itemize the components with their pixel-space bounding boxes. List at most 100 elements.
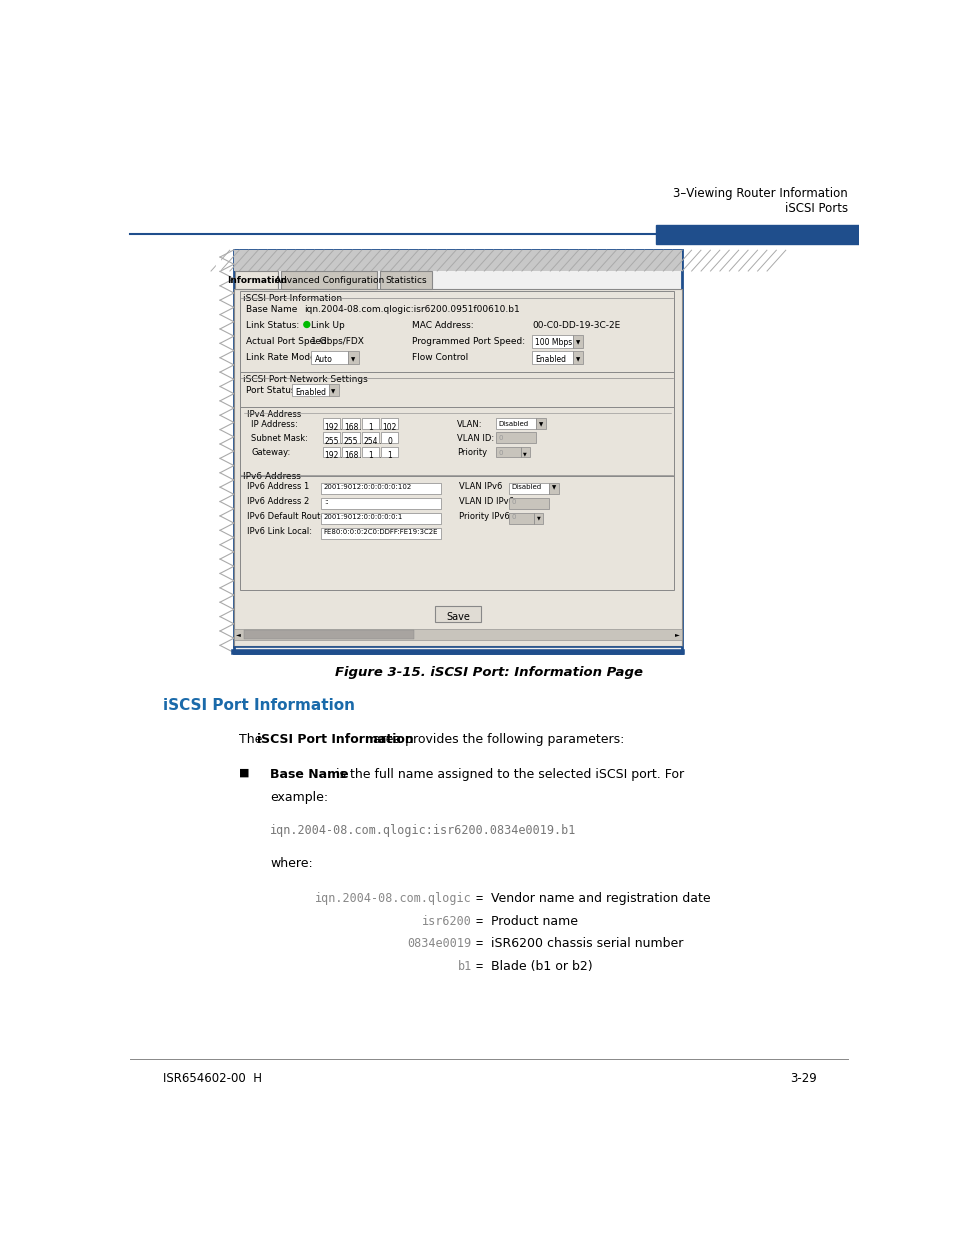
Text: ■: ■ [239,768,250,778]
Bar [435,606,480,621]
Bar [292,384,328,396]
Bar [509,514,534,524]
Text: 254: 254 [363,437,377,446]
Text: 00-C0-DD-19-3C-2E: 00-C0-DD-19-3C-2E [532,321,619,330]
Text: IPv6 Address: IPv6 Address [243,472,301,480]
Bar [244,630,414,640]
Text: Gateway:: Gateway: [251,448,290,457]
Text: 168: 168 [343,451,357,461]
Text: =: = [476,915,482,927]
Text: ▼: ▼ [351,357,355,362]
Text: where:: where: [270,857,313,869]
Text: .: . [358,437,361,446]
Text: =: = [476,937,482,951]
Bar [240,469,674,590]
Text: .: . [377,422,380,432]
Text: iSCSI Ports: iSCSI Ports [783,203,847,215]
Bar [323,432,340,443]
Text: IPv4 Address: IPv4 Address [247,410,301,419]
Bar [496,419,536,429]
Text: 0834e0019: 0834e0019 [407,937,472,951]
Text: ISR654602-00  H: ISR654602-00 H [162,1072,261,1086]
Text: iqn.2004-08.com.qlogic: iqn.2004-08.com.qlogic [314,892,472,905]
Text: iSR6200 chassis serial number: iSR6200 chassis serial number [491,937,683,951]
Bar [361,447,378,457]
Text: ▼: ▼ [576,357,579,362]
Bar [240,291,674,377]
Bar [509,483,549,494]
Bar [361,419,378,429]
Bar [381,419,397,429]
Text: Statistics: Statistics [385,275,426,285]
Text: VLAN ID:: VLAN ID: [456,433,494,443]
Text: Enabled: Enabled [535,354,566,363]
Bar [320,529,440,538]
Bar [549,483,558,494]
Text: MAC Address:: MAC Address: [412,321,474,330]
Bar [328,384,338,396]
Text: Link Rate Mode: Link Rate Mode [245,353,315,362]
Bar [655,225,858,243]
Bar [536,419,546,429]
Text: 1: 1 [368,422,373,432]
Bar [323,419,340,429]
Text: Actual Port Speed:: Actual Port Speed: [245,337,329,346]
Text: Vendor name and registration date: Vendor name and registration date [491,892,710,905]
Text: 3–Viewing Router Information: 3–Viewing Router Information [672,186,847,200]
Text: Advanced Configuration: Advanced Configuration [274,275,383,285]
Text: ::: :: [323,499,328,505]
Bar [496,432,536,443]
Text: VLAN:: VLAN: [456,420,482,429]
Text: 2001:9012:0:0:0:0:0:1: 2001:9012:0:0:0:0:0:1 [323,514,403,520]
Text: Priority IPv6: Priority IPv6 [458,511,509,521]
Text: b1: b1 [457,960,472,973]
Bar [572,352,583,364]
Text: Port Status:: Port Status: [245,387,297,395]
Text: 102: 102 [382,422,396,432]
Bar [240,372,674,485]
Text: The: The [239,734,267,746]
Text: .: . [339,451,341,461]
Text: iqn.2004-08.com.qlogic:isr6200.0951f00610.b1: iqn.2004-08.com.qlogic:isr6200.0951f0061… [303,305,518,314]
Bar [323,447,340,457]
Text: iSCSI Port Network Settings: iSCSI Port Network Settings [243,374,368,384]
Text: Base Name: Base Name [245,305,296,314]
Bar [509,498,549,509]
Bar [320,514,440,524]
Bar [233,249,681,652]
Circle shape [304,321,310,327]
Text: 168: 168 [343,422,357,432]
Text: 255: 255 [324,437,338,446]
Text: 255: 255 [343,437,357,446]
Text: 192: 192 [324,451,338,461]
Text: IPv6 Address 2: IPv6 Address 2 [247,496,309,505]
Text: area provides the following parameters:: area provides the following parameters: [369,734,623,746]
Bar [240,406,674,477]
Bar [361,432,378,443]
Text: .: . [377,451,380,461]
Bar [320,483,440,494]
Text: 0: 0 [511,514,516,520]
Text: Base Name: Base Name [270,768,349,781]
Text: IPv6 Link Local:: IPv6 Link Local: [247,526,312,536]
Bar [233,289,681,646]
Text: 0: 0 [497,450,502,456]
Text: is the full name assigned to the selected iSCSI port. For: is the full name assigned to the selecte… [332,768,683,781]
Text: ◄: ◄ [236,632,241,637]
Bar [342,447,359,457]
Text: Link Status:: Link Status: [245,321,298,330]
Bar [572,336,583,347]
Text: VLAN IPv6: VLAN IPv6 [458,482,501,490]
Text: ▼: ▼ [537,515,539,520]
Text: Disabled: Disabled [511,484,541,490]
Text: .: . [339,422,341,432]
Text: 1: 1 [387,451,392,461]
Bar [342,419,359,429]
Text: iqn.2004-08.com.qlogic:isr6200.0834e0019.b1: iqn.2004-08.com.qlogic:isr6200.0834e0019… [270,824,577,837]
Bar [281,272,377,289]
Bar [235,272,278,289]
Text: isr6200: isr6200 [421,915,472,927]
Text: FE80:0:0:0:2C0:DDFF:FE19:3C2E: FE80:0:0:0:2C0:DDFF:FE19:3C2E [323,529,437,535]
Text: Product name: Product name [491,915,578,927]
Text: Save: Save [445,611,470,621]
